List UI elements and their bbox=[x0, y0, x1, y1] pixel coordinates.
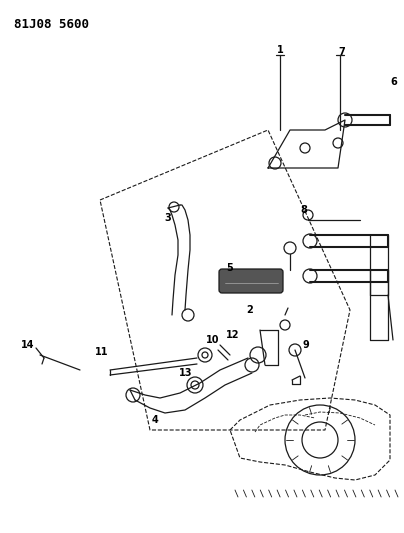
Text: 1: 1 bbox=[277, 45, 283, 55]
Text: 13: 13 bbox=[179, 368, 193, 378]
Text: 12: 12 bbox=[226, 330, 240, 340]
Text: 2: 2 bbox=[246, 305, 253, 315]
Text: 9: 9 bbox=[303, 340, 309, 350]
Text: 10: 10 bbox=[206, 335, 220, 345]
Text: 6: 6 bbox=[391, 77, 398, 87]
Text: 7: 7 bbox=[339, 47, 345, 57]
Text: 5: 5 bbox=[227, 263, 234, 273]
Text: 8: 8 bbox=[301, 205, 307, 215]
FancyBboxPatch shape bbox=[219, 269, 283, 293]
Text: 11: 11 bbox=[95, 347, 109, 357]
Text: 3: 3 bbox=[164, 213, 171, 223]
Text: 81J08 5600: 81J08 5600 bbox=[14, 18, 89, 31]
Text: 14: 14 bbox=[21, 340, 35, 350]
Text: 4: 4 bbox=[152, 415, 158, 425]
